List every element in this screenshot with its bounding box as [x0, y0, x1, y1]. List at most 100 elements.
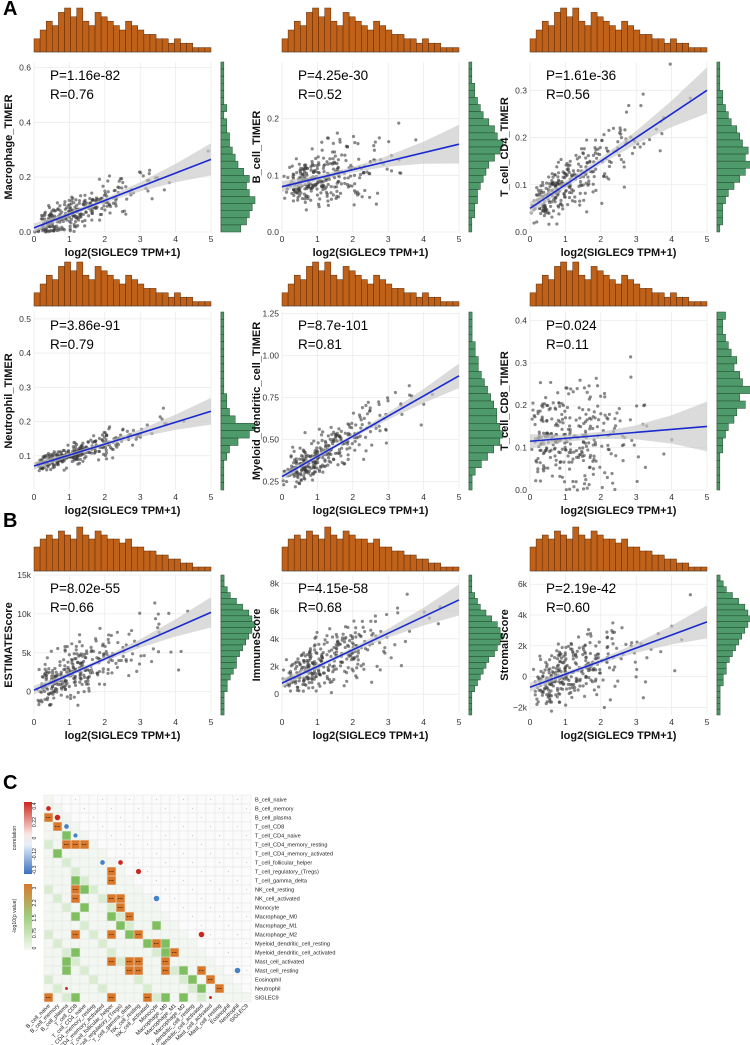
data-point: [583, 474, 587, 478]
data-point: [561, 403, 566, 408]
heatmap-cell: [205, 866, 216, 877]
data-point: [556, 160, 561, 164]
data-point: [613, 684, 617, 688]
heatmap-row-label: Macrophage_M1: [255, 924, 297, 930]
heatmap-cell: [169, 875, 180, 886]
data-point: [48, 703, 52, 707]
data-point: [319, 447, 324, 451]
data-point: [89, 668, 94, 672]
x-tick-label: 3: [386, 234, 391, 244]
top-histogram-bar: [113, 538, 120, 572]
data-point: [310, 147, 314, 151]
top-histogram-bar: [379, 25, 387, 53]
data-point: [596, 404, 600, 408]
heatmap-dot-small: [110, 807, 113, 810]
data-point: [642, 404, 646, 408]
side-histogram-bar: [468, 574, 473, 582]
top-histogram-bar: [682, 562, 689, 572]
top-histogram-bar: [535, 283, 543, 307]
data-point: [567, 392, 571, 396]
data-point: [338, 140, 342, 144]
heatmap-cell: [178, 920, 189, 931]
data-point: [375, 664, 379, 668]
data-point: [570, 695, 574, 700]
data-point: [316, 461, 320, 465]
data-point: [339, 436, 343, 440]
heatmap-cell: [196, 821, 207, 832]
data-point: [560, 427, 564, 431]
heatmap-cell: [61, 866, 72, 877]
data-point: [580, 449, 584, 453]
data-point: [302, 474, 306, 478]
data-point: [330, 648, 334, 652]
side-histogram-bar: [468, 203, 475, 212]
heatmap-cell: [79, 821, 90, 832]
data-point: [340, 153, 344, 157]
side-histogram-bar: [468, 474, 473, 483]
data-point: [541, 180, 545, 185]
data-point: [396, 611, 400, 615]
data-point: [328, 663, 332, 667]
data-point: [572, 688, 577, 693]
heatmap-cell: [241, 974, 252, 985]
top-histogram-bar: [119, 542, 126, 572]
data-point: [630, 438, 634, 442]
heatmap-dot-small: [245, 942, 248, 945]
data-point: [558, 451, 562, 455]
r-value-label: R=0.56: [546, 87, 590, 102]
side-histogram-bar: [716, 574, 721, 582]
data-point: [613, 417, 617, 421]
heatmap-dot-small: [200, 870, 203, 873]
heatmap-cell: [106, 965, 117, 976]
data-point: [83, 200, 87, 204]
top-histogram-bar: [529, 292, 537, 307]
heatmap-cell: [61, 875, 72, 886]
top-histogram-bar: [143, 34, 151, 53]
data-point: [302, 449, 306, 453]
top-histogram-bar: [541, 20, 549, 53]
data-point: [587, 408, 591, 412]
data-point: [80, 682, 84, 687]
data-point: [360, 195, 364, 199]
data-point: [541, 674, 545, 678]
heatmap-cell-faint: [53, 894, 62, 903]
top-histogram-bar: [125, 20, 132, 53]
side-histogram-bar: [716, 139, 743, 148]
data-point: [78, 680, 82, 684]
heatmap-dot-small: [146, 816, 149, 819]
data-point: [560, 645, 564, 650]
data-point: [571, 390, 575, 394]
heatmap-cell: [151, 857, 162, 868]
data-point: [617, 153, 621, 158]
data-point: [389, 656, 393, 660]
data-point: [50, 674, 54, 678]
heatmap-dot-small: [191, 834, 194, 837]
top-histogram-bar: [590, 530, 598, 572]
data-point: [55, 228, 59, 233]
data-point: [83, 224, 87, 228]
heatmap-dot-small: [164, 861, 167, 864]
data-point: [117, 658, 121, 663]
heatmap-cell: [70, 857, 81, 868]
data-point: [603, 471, 607, 475]
heatmap-cell-faint: [80, 876, 89, 885]
r-value-label: R=0.11: [546, 337, 589, 352]
side-histogram-bar: [716, 203, 723, 212]
top-histogram-bar: [324, 526, 332, 572]
heatmap-cell: [52, 794, 63, 805]
heatmap-cell: [133, 875, 144, 886]
heatmap-row-label: B_cell_memory: [255, 807, 294, 813]
heatmap-row-label: Myeloid_dendritic_cell_resting: [255, 942, 330, 948]
heatmap-cell: [97, 866, 108, 877]
top-histogram-bar: [548, 538, 555, 572]
data-point: [581, 446, 585, 450]
data-point: [294, 460, 298, 464]
data-point: [76, 703, 80, 707]
data-point: [91, 197, 95, 202]
data-point: [354, 423, 358, 427]
r-value-label: R=0.76: [50, 87, 94, 102]
data-point: [419, 423, 423, 427]
heatmap-row-label: Mast_cell_activated: [255, 960, 304, 966]
side-histogram-bar: [468, 385, 488, 394]
heatmap-dot-small: [236, 906, 239, 909]
